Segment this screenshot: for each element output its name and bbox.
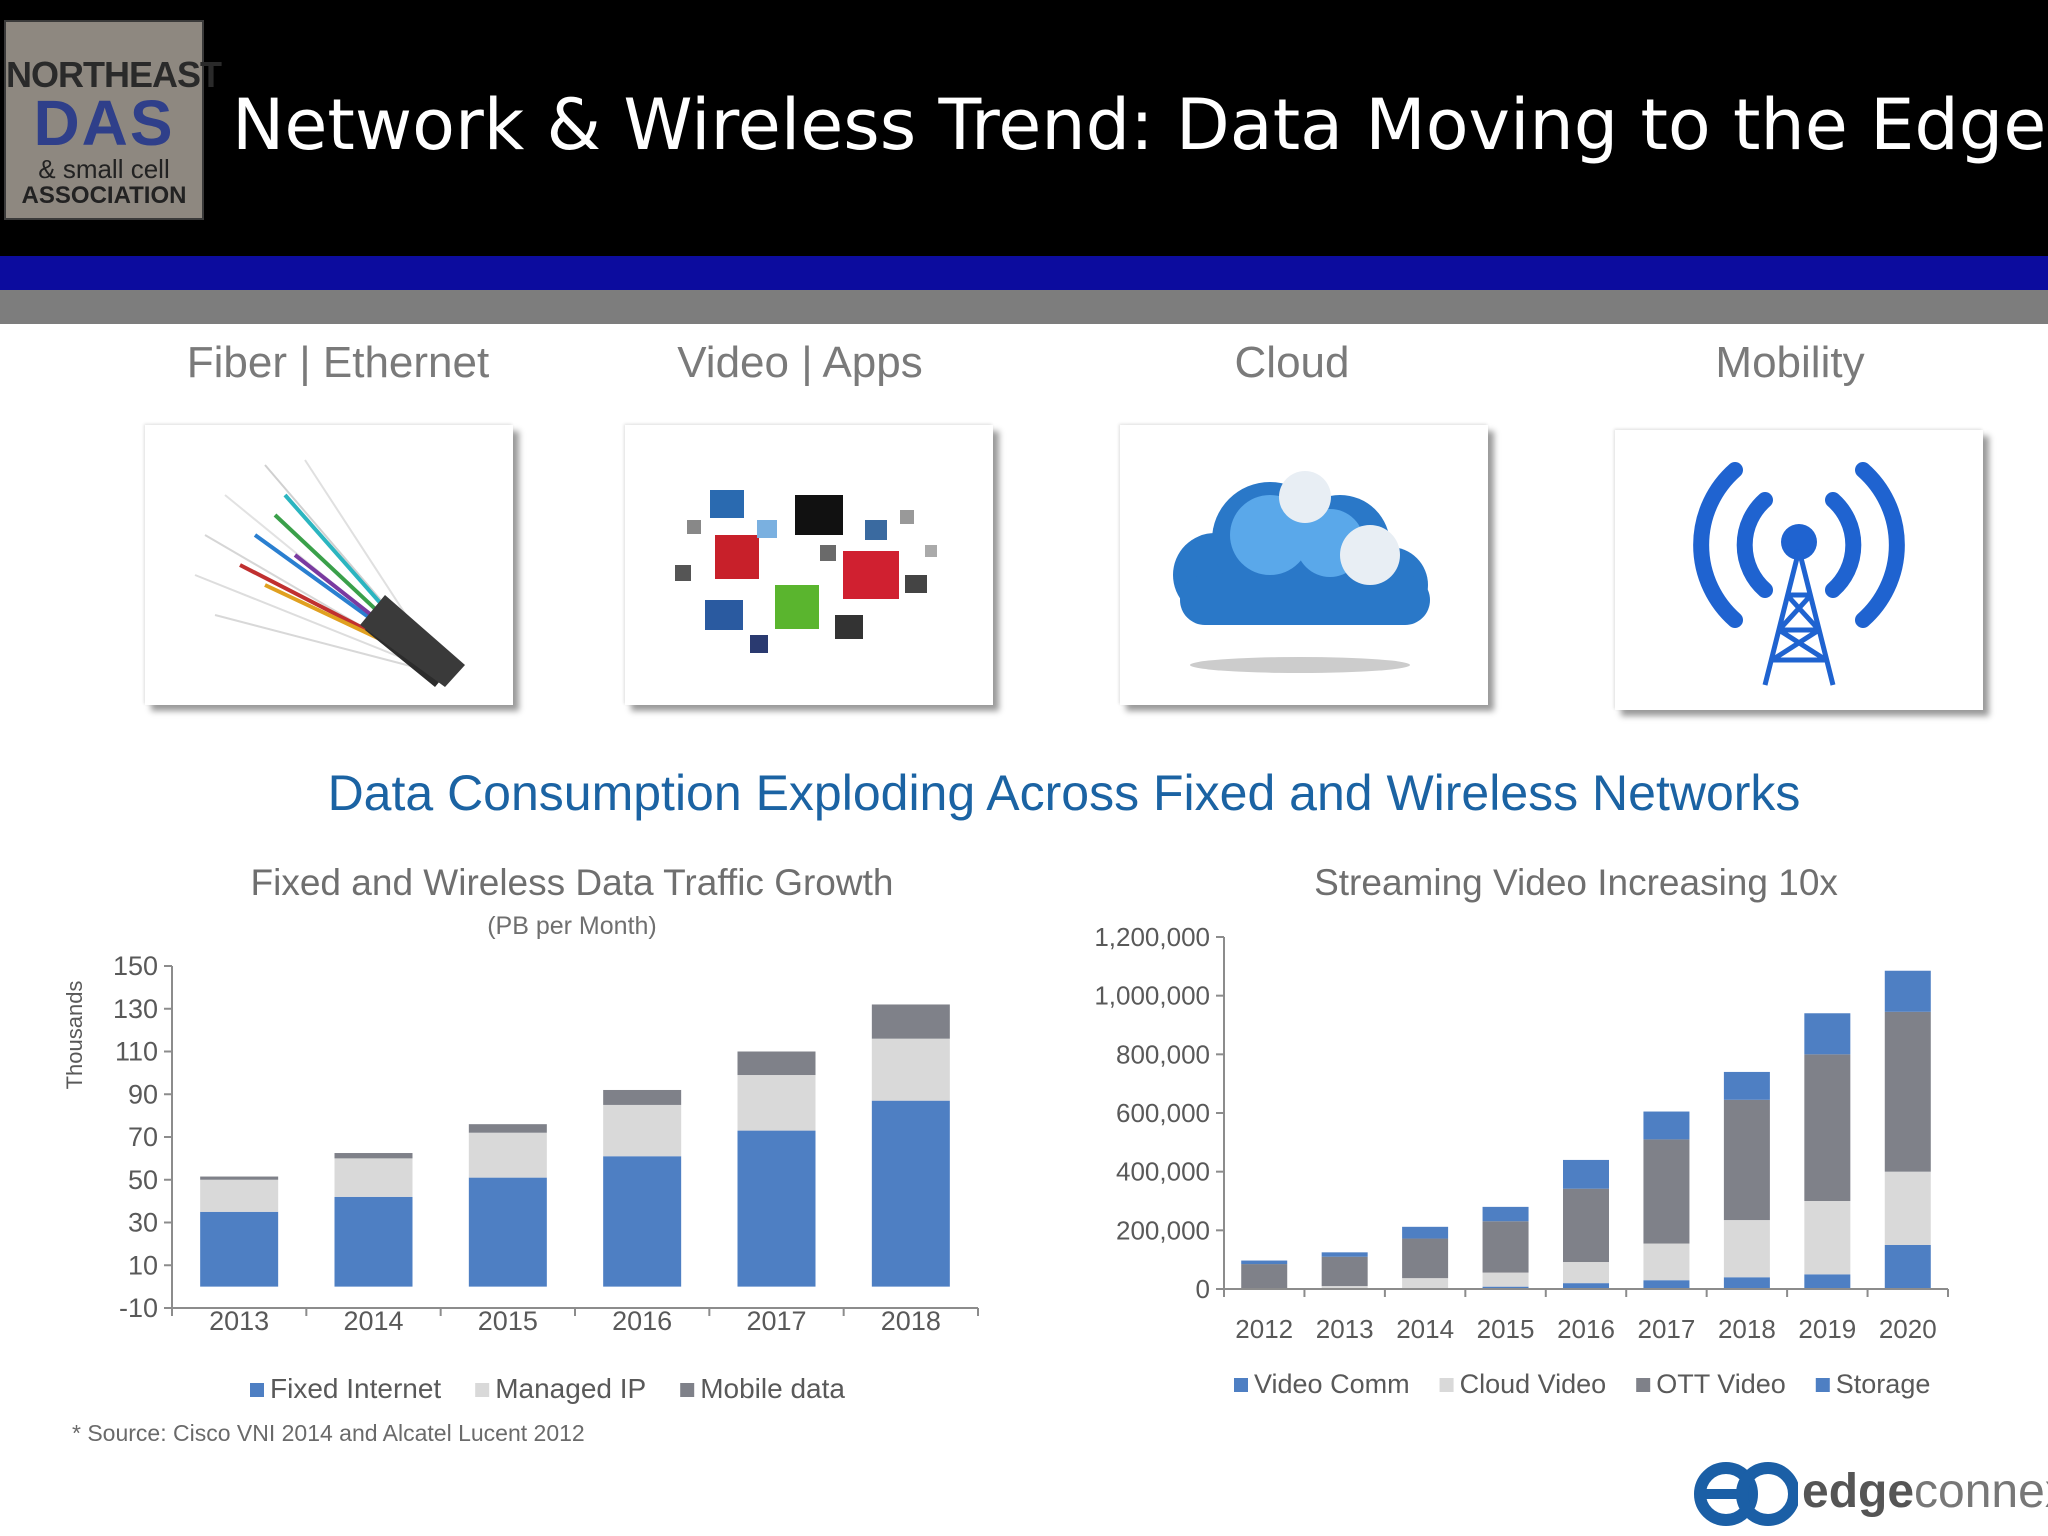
- chart1-bar-2016-s0: [603, 1156, 682, 1287]
- chart1-y-tick-7: 10: [128, 1250, 158, 1280]
- chart1-bar-2015-s0: [468, 1177, 547, 1287]
- chart1-bar-2014-s0: [334, 1196, 413, 1287]
- chart1-y-tick-8: -10: [119, 1293, 158, 1323]
- cloud-icon: [1173, 471, 1430, 673]
- chart1-y-tick-0: 150: [113, 951, 158, 981]
- chart1-legend-label-2: Mobile data: [700, 1373, 845, 1404]
- video-apps-icon: [675, 490, 937, 653]
- chart1-y-tick-6: 30: [128, 1208, 158, 1238]
- wireless-tower-icon: [1693, 462, 1905, 686]
- northeast-das-logo: NORTHEAST DAS & small cell ASSOCIATION: [4, 20, 222, 220]
- chart1-x-tick-2013: 2013: [209, 1306, 269, 1336]
- chart1-bar-2018-s0: [871, 1100, 950, 1287]
- chart1-bar-2017-s2: [737, 1051, 816, 1076]
- fiber-cable-icon: [194, 459, 465, 687]
- logo-line-4: ASSOCIATION: [21, 182, 187, 209]
- chart1-bar-2018-s1: [871, 1038, 950, 1101]
- chart1-bar-2013-s1: [200, 1179, 279, 1212]
- category-label-fiber: Fiber | Ethernet: [186, 338, 490, 387]
- chart1-bar-2014-s2: [334, 1153, 413, 1159]
- source-note: * Source: Cisco VNI 2014 and Alcatel Luc…: [72, 1420, 585, 1446]
- chart1-bar-2017-s1: [737, 1075, 816, 1131]
- edgeconnex-mark-icon: [1694, 1462, 1798, 1526]
- chart1-legend-label-0: Fixed Internet: [270, 1373, 441, 1404]
- chart1-bar-2017-s0: [737, 1130, 816, 1287]
- category-label-video: Video | Apps: [677, 338, 923, 387]
- slide-title: Network & Wireless Trend: Data Moving to…: [232, 84, 2047, 166]
- fiber-cable-tile: [145, 425, 513, 705]
- header-bar: [0, 0, 2048, 256]
- brand-name-bold: edge: [1802, 1465, 1915, 1518]
- chart1-bar-2015-s2: [468, 1124, 547, 1133]
- chart1-x-tick-2015: 2015: [478, 1306, 538, 1336]
- chart1-subtitle: (PB per Month): [487, 912, 657, 940]
- chart1-x-tick-2016: 2016: [612, 1306, 672, 1336]
- chart2-title: Streaming Video Increasing 10x: [1314, 862, 1838, 903]
- chart1-y-tick-3: 90: [128, 1079, 158, 1109]
- chart1-x-tick-2017: 2017: [746, 1306, 806, 1336]
- chart1-bar-2013-s2: [200, 1176, 279, 1180]
- chart1-x-tick-2014: 2014: [343, 1306, 403, 1336]
- chart1-bar-2015-s1: [468, 1132, 547, 1178]
- logo-line-1: NORTHEAST: [6, 54, 222, 95]
- brand-name-light: connex: [1914, 1465, 2048, 1518]
- logo-line-3: & small cell: [38, 154, 170, 184]
- chart1-bar-2016-s1: [603, 1104, 682, 1157]
- category-label-cloud: Cloud: [1234, 338, 1350, 387]
- chart1-bar-2016-s2: [603, 1089, 682, 1105]
- chart1-x-tick-2018: 2018: [881, 1306, 941, 1336]
- edgeconnex-logo: edgeconnex: [1688, 1458, 2048, 1528]
- chart1-y-axis-label: Thousands: [62, 981, 87, 1090]
- chart1-legend-swatch-0: [250, 1383, 264, 1397]
- chart1-legend-swatch-1: [475, 1383, 490, 1397]
- blue-divider: [0, 256, 2048, 290]
- chart1-bar-2014-s1: [334, 1158, 413, 1197]
- section-headline: Data Consumption Exploding Across Fixed …: [327, 765, 1801, 821]
- chart1-y-tick-4: 70: [128, 1122, 158, 1152]
- mobility-tile: [1615, 430, 1983, 710]
- cloud-tile: [1120, 425, 1488, 705]
- chart1-bar-2018-s2: [871, 1004, 950, 1039]
- chart1-y-tick-2: 110: [115, 1037, 158, 1067]
- chart1-y-tick-5: 50: [128, 1165, 158, 1195]
- chart1-title: Fixed and Wireless Data Traffic Growth: [250, 862, 894, 903]
- video-apps-tile: [625, 425, 993, 705]
- chart1-bar-2013-s0: [200, 1211, 279, 1287]
- chart1-legend-swatch-2: [680, 1383, 695, 1397]
- chart1-legend-label-1: Managed IP: [495, 1373, 646, 1404]
- gray-divider: [0, 290, 2048, 324]
- chart1-y-tick-1: 130: [113, 994, 158, 1024]
- logo-line-2: DAS: [33, 87, 175, 159]
- category-label-mobility: Mobility: [1715, 338, 1865, 387]
